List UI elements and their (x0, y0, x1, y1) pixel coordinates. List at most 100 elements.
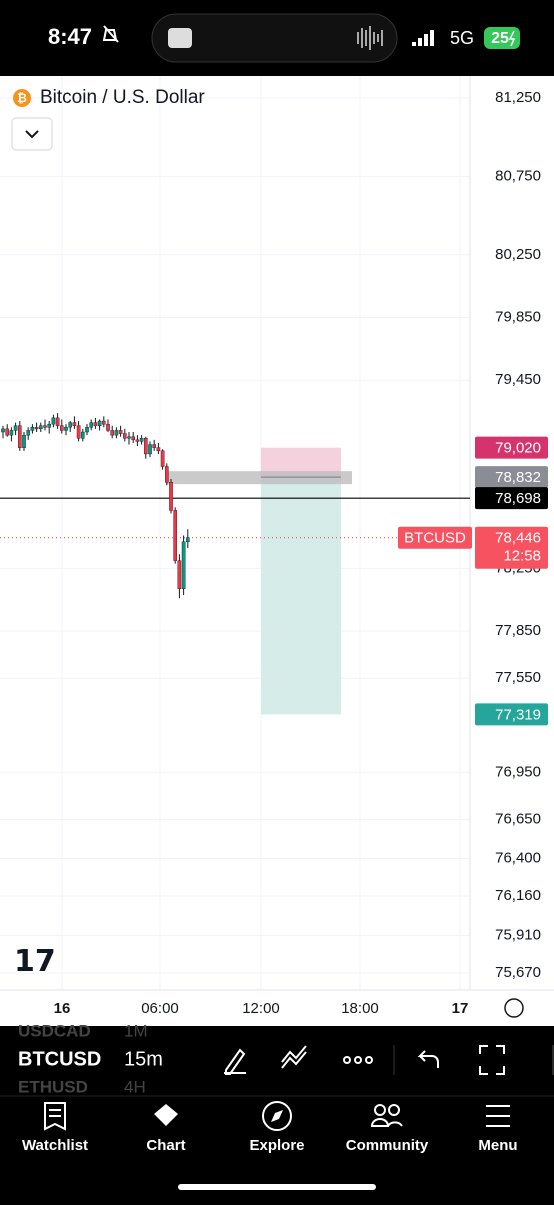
candle-body (114, 430, 119, 436)
mute-icon (102, 25, 119, 43)
candle-body (18, 425, 22, 448)
level-tag-bg (475, 487, 548, 510)
candle-body (76, 425, 81, 439)
candle-body (185, 537, 190, 542)
candle-body (47, 423, 51, 428)
candle-body (34, 427, 39, 430)
candle-body (72, 422, 77, 426)
nav-item[interactable]: Chart (146, 1137, 185, 1154)
price-tick-label: 79,850 (495, 309, 541, 326)
trend-tool[interactable] (281, 1045, 307, 1069)
candle-body (127, 436, 131, 439)
avatar (168, 28, 192, 48)
candle-body (139, 438, 144, 442)
last-price-bg (475, 526, 548, 569)
nav-item[interactable]: Menu (478, 1137, 517, 1154)
last-price: 78,446 (495, 530, 541, 547)
stop-tag-bg (475, 436, 548, 459)
candle-body (177, 560, 182, 590)
battery-level: 25 (491, 30, 509, 47)
countdown: 12:58 (503, 548, 541, 565)
clock: 8:47 (48, 24, 92, 49)
candle-body (26, 430, 31, 436)
nav-labels: Watchlist Chart Explore Community Menu (22, 1137, 518, 1154)
chart-icon (154, 1104, 178, 1126)
candle-body (173, 510, 178, 561)
toolbar (0, 1026, 554, 1096)
settings-icon[interactable] (504, 998, 524, 1018)
candle-body (64, 427, 68, 431)
bitcoin-glyph: ₿ (17, 91, 27, 105)
candle-body (169, 481, 173, 511)
candle-body (106, 423, 110, 431)
time-label: 17 (452, 1000, 469, 1017)
candle-body (152, 444, 157, 448)
candle-body (131, 436, 136, 441)
candle-body (118, 430, 123, 434)
grid: 81,25080,75080,25079,85079,45078,25077,8… (0, 76, 541, 1017)
candle-body (181, 541, 186, 590)
price-tick-label: 80,750 (495, 167, 541, 184)
nav-item[interactable]: Explore (249, 1137, 304, 1154)
audio-wave (357, 26, 383, 50)
target-tag: 77,319 (495, 706, 541, 723)
network: 5G (450, 28, 474, 48)
collapse-button[interactable] (11, 117, 53, 151)
price-tick-label: 80,250 (495, 246, 541, 263)
entry-tag-bg (475, 466, 548, 489)
level-tag: 78,698 (495, 490, 541, 507)
time-label: 16 (54, 1000, 71, 1017)
candle-body (30, 427, 35, 431)
candle-body (93, 422, 98, 426)
menu-icon (486, 1105, 510, 1127)
entry-tag: 78,832 (495, 469, 541, 486)
time-label: 12:00 (242, 1000, 280, 1017)
candle-body (1, 428, 5, 433)
interval-current[interactable]: 15m (124, 1048, 163, 1070)
candle-body (68, 422, 72, 428)
tv-logo: 𝟭𝟳 (14, 945, 56, 978)
watchlist-icon (44, 1102, 66, 1131)
draw-tool[interactable] (224, 1048, 246, 1075)
bitcoin-icon (13, 89, 31, 107)
signal (412, 30, 434, 46)
candle-body (43, 425, 47, 428)
symbol-tag-bg (398, 526, 472, 549)
candle-body (89, 422, 93, 428)
undo-button[interactable] (417, 1050, 439, 1068)
fullscreen-button[interactable] (479, 1045, 505, 1075)
candle-body (5, 428, 9, 436)
candle-body (9, 430, 14, 436)
candle-body (110, 430, 114, 436)
price-tick-label: 77,850 (495, 622, 541, 639)
symbol-current[interactable]: BTCUSD (18, 1048, 101, 1070)
interval-faded: 1M (124, 1021, 148, 1040)
candle-body (143, 438, 148, 455)
symbol-tag: BTCUSD (404, 530, 466, 547)
candle-body (156, 447, 161, 452)
candle-body (85, 427, 89, 433)
stop-tag: 79,020 (495, 440, 541, 457)
price-tick-label: 76,950 (495, 763, 541, 780)
dynamic-island (151, 13, 398, 63)
candle-body (60, 425, 64, 431)
candle-body (122, 433, 127, 439)
more-button[interactable] (343, 1056, 373, 1064)
candle-body (164, 466, 169, 483)
nav-item[interactable]: Community (346, 1137, 429, 1154)
candle-body (51, 417, 56, 425)
candle-body (160, 450, 165, 467)
battery (484, 27, 520, 49)
candle-body (80, 431, 85, 439)
time-label: 06:00 (141, 1000, 179, 1017)
candle-body (135, 439, 140, 442)
symbol-faded: USDCAD (18, 1021, 91, 1040)
price-tick-label: 76,160 (495, 887, 541, 904)
price-tick-label: 75,670 (495, 964, 541, 981)
symbol-faded: ETHUSD (18, 1077, 88, 1096)
nav-item[interactable]: Watchlist (22, 1137, 88, 1154)
price-tick-label: 75,910 (495, 926, 541, 943)
candle-body (22, 434, 26, 448)
